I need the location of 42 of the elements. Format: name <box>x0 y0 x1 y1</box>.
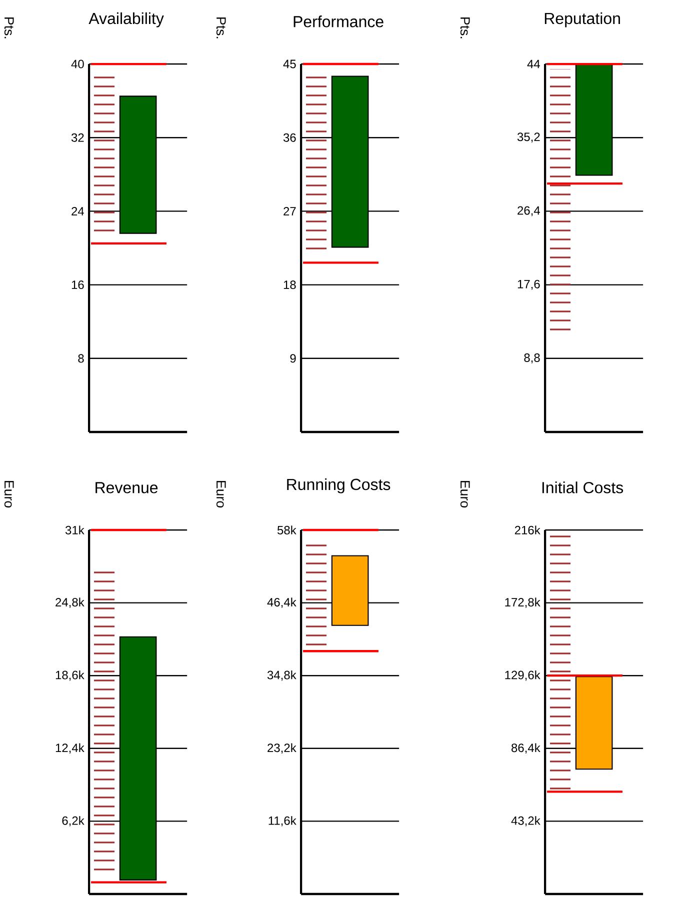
y-tick-label: 8 <box>78 354 84 363</box>
y-tick-label: 36 <box>283 133 296 142</box>
y-tick-label: 26,4 <box>518 206 540 216</box>
y-tick-label: 32 <box>71 133 84 142</box>
y-axis-title: Pts. <box>216 18 226 38</box>
chart-title: Performance <box>294 16 384 28</box>
y-axis-title: Pts. <box>460 18 470 38</box>
y-tick-label: 17,6 <box>518 280 540 290</box>
y-tick-label: 172,8k <box>505 598 540 608</box>
chart-title: Availability <box>88 12 164 28</box>
y-tick-label: 6,2k <box>62 816 84 826</box>
y-tick-label: 18,6k <box>56 670 84 681</box>
y-tick-label: 34,8k <box>267 670 296 681</box>
y-tick-label: 9 <box>290 354 296 363</box>
y-axis-title: Euro <box>460 480 470 508</box>
y-tick-label: 40 <box>71 60 84 68</box>
y-tick-label: 35,2 <box>517 132 540 143</box>
y-tick-label: 11,6k <box>268 816 296 826</box>
y-tick-label: 58k <box>277 526 296 534</box>
chart-title: Initial Costs <box>542 482 624 494</box>
y-tick-label: 46,4k <box>267 598 296 608</box>
y-tick-label: 86,4k <box>512 743 540 754</box>
y-axis-title: Euro <box>216 480 226 508</box>
y-tick-label: 27 <box>284 207 296 216</box>
chart-title: Revenue <box>96 482 158 494</box>
y-axis-title: Pts. <box>4 18 14 38</box>
y-tick-label: 129,6k <box>505 670 540 681</box>
y-tick-label: 12,4k <box>56 743 84 754</box>
y-tick-label: 31k <box>65 526 84 534</box>
y-tick-label: 45 <box>283 60 296 68</box>
y-tick-label: 16 <box>72 280 84 290</box>
y-tick-label: 18 <box>284 280 296 290</box>
y-axis-title: Euro <box>4 480 14 508</box>
y-tick-label: 24,8k <box>56 598 84 608</box>
y-tick-label: 44 <box>527 60 540 68</box>
chart-title: Reputation <box>544 12 620 28</box>
y-tick-label: 24 <box>72 207 84 216</box>
y-tick-label: 8,8 <box>524 353 540 364</box>
y-tick-label: 216k <box>514 526 540 534</box>
chart-title: Running Costs <box>287 478 390 494</box>
y-tick-label: 43,2k <box>511 816 540 826</box>
y-tick-label: 23,2k <box>268 743 296 754</box>
